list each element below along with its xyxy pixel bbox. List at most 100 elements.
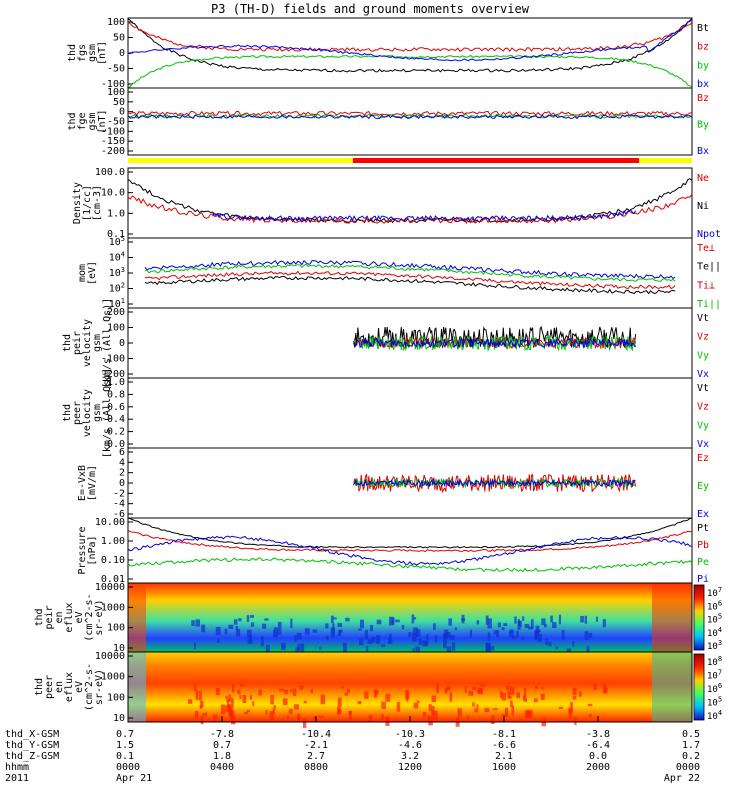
heatmap-pixel (199, 704, 203, 709)
heatmap-pixel (476, 620, 480, 625)
heatmap-pixel (258, 690, 262, 696)
heatmap-pixel (215, 687, 220, 696)
legend-entry: Vx (697, 369, 709, 380)
heatmap-pixel (431, 705, 435, 716)
heatmap-pixel (348, 711, 352, 715)
heatmap-pixel (338, 629, 342, 633)
heatmap-pixel (281, 642, 286, 651)
legend-entry: Pt (697, 523, 709, 534)
heatmap-pixel (215, 626, 221, 636)
heatmap-pixel (413, 702, 419, 709)
heatmap-pixel (580, 615, 585, 623)
heatmap-pixel (325, 623, 329, 629)
heatmap-pixel (244, 712, 249, 715)
colorbar-tick-label: 108 (707, 655, 722, 668)
heatmap-pixel (457, 708, 462, 717)
x-tick-label: -10.4 (301, 729, 331, 740)
heatmap-pixel (555, 646, 558, 650)
y-tick-label: 10 (113, 643, 125, 654)
x-tick-label: 3.2 (401, 751, 419, 762)
colorbar-tick-label: 104 (707, 709, 722, 722)
heatmap-pixel (401, 625, 405, 630)
y-axis-label: thd (62, 334, 73, 352)
heatmap-pixel (558, 706, 563, 709)
heatmap-pixel (370, 636, 376, 643)
colorbar (693, 653, 705, 721)
colorbar-tick-label: 105 (707, 613, 722, 626)
x-axis-row-label: 2011 (5, 773, 29, 784)
y-tick-label: 10.00 (95, 517, 125, 528)
y-axis-label: [km/s (All Qs)] (102, 298, 113, 388)
heatmap-fill (128, 652, 692, 722)
y-tick-label: -50 (107, 64, 125, 75)
colorbar-tick-label: 104 (707, 626, 722, 639)
heatmap-pixel (416, 700, 420, 703)
heatmap-pixel (578, 691, 582, 697)
heatmap-pixel (319, 646, 322, 650)
trace-line (353, 478, 636, 488)
legend-entry: Vx (697, 439, 709, 450)
heatmap-pixel (299, 685, 304, 690)
y-axis-label: (cm^2-s- (84, 593, 95, 641)
heatmap-pixel (199, 690, 202, 701)
x-axis-row-label: thd_X-GSM (5, 729, 59, 740)
y-tick-label: 200 (107, 307, 125, 318)
heatmap-pixel (250, 622, 255, 627)
heatmap-pixel (381, 713, 384, 720)
y-tick-label: 2 (119, 468, 125, 479)
heatmap-pixel (217, 638, 220, 644)
y-tick-label: 1.00 (101, 536, 125, 547)
heatmap-pixel (572, 695, 577, 700)
y-tick-label: 100 (107, 623, 125, 634)
heatmap-pixel (330, 627, 335, 638)
heatmap-pixel (366, 646, 369, 654)
y-tick-label: 10000 (95, 582, 125, 593)
y-tick-label: 0.2 (107, 427, 125, 438)
heatmap-pixel (490, 715, 495, 725)
y-tick-label: 100.0 (95, 167, 125, 178)
y-axis-label: velocity (82, 319, 93, 367)
heatmap-pixel (442, 633, 448, 644)
heatmap-pixel (277, 621, 282, 631)
heatmap-pixel (200, 700, 204, 708)
heatmap-pixel (517, 618, 520, 626)
heatmap-pixel (584, 631, 589, 640)
heatmap-pixel (602, 619, 606, 628)
heatmap-pixel (250, 615, 254, 618)
trace-line (127, 18, 693, 73)
heatmap-pixel (480, 684, 486, 687)
plot-title: P3 (TH-D) fields and ground moments over… (211, 2, 530, 16)
heatmap-pixel (510, 700, 513, 708)
heatmap-pixel (474, 708, 477, 713)
heatmap-pixel (358, 628, 362, 631)
x-tick-label: 0800 (304, 762, 328, 773)
heatmap-pixel (265, 709, 268, 715)
heatmap-pixel (469, 629, 473, 638)
heatmap-pixel (242, 694, 247, 703)
heatmap-pixel (425, 641, 429, 647)
y-tick-label: 10 (113, 713, 125, 724)
heatmap-pixel (381, 701, 386, 709)
heatmap-pixel (485, 615, 489, 625)
y-tick-label: 105 (109, 235, 125, 248)
x-tick-label: 0000 (676, 762, 700, 773)
x-tick-label: 2000 (586, 762, 610, 773)
heatmap-pixel (235, 625, 239, 631)
trace-line (144, 263, 676, 282)
colorbar-tick-label: 107 (707, 669, 722, 682)
y-axis-label: gsm (87, 44, 98, 62)
heatmap-pixel (292, 688, 297, 696)
trace-line (353, 337, 636, 349)
heatmap-pixel (472, 686, 477, 691)
status-segment (353, 158, 639, 163)
heatmap-edge (128, 583, 146, 652)
heatmap-pixel (233, 619, 238, 625)
heatmap-pixel (523, 688, 527, 697)
heatmap-pixel (396, 702, 401, 712)
heatmap-pixel (514, 616, 517, 624)
heatmap-pixel (541, 686, 544, 689)
heatmap-pixel (282, 698, 288, 706)
colorbar-tick-label: 105 (707, 696, 722, 709)
heatmap-pixel (302, 718, 307, 728)
